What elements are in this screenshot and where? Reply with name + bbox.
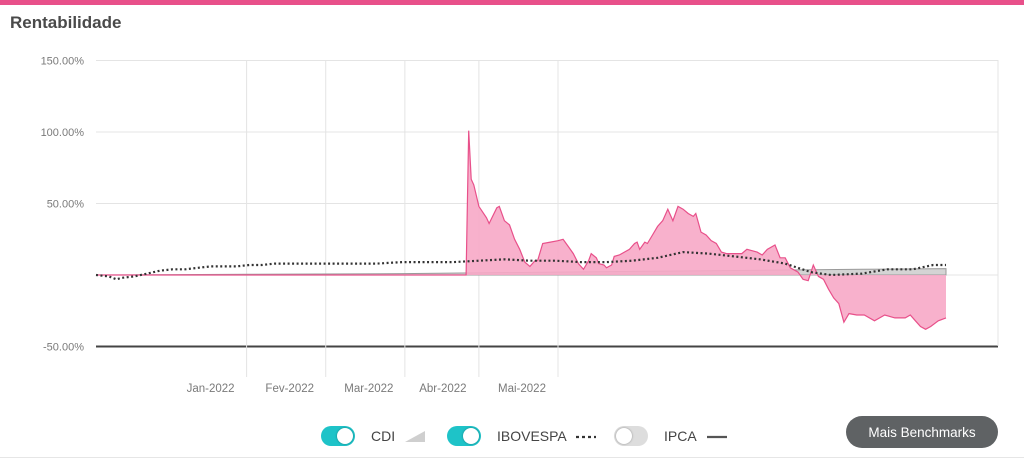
ipca-toggle[interactable] <box>614 426 648 446</box>
legend-item-cdi[interactable]: CDI <box>321 420 427 452</box>
legend-item-ipca[interactable]: IPCA <box>614 420 729 452</box>
x-tick-label: Jan-2022 <box>187 383 235 395</box>
toggle-knob <box>463 428 479 444</box>
top-accent-bar <box>0 0 1024 5</box>
solid-line-icon <box>706 435 727 439</box>
y-tick-label: -50.00% <box>43 342 84 354</box>
legend-label-ibovespa: IBOVESPA <box>497 428 567 444</box>
portfolio-series <box>96 130 947 330</box>
portfolio-line <box>96 130 947 330</box>
x-tick-label: Mai-2022 <box>498 383 546 395</box>
y-tick-label: 150.00% <box>41 56 85 68</box>
area-icon <box>405 431 426 442</box>
legend: CDI IBOVESPA IPCA <box>0 420 1024 452</box>
cdi-toggle[interactable] <box>321 426 355 446</box>
bottom-divider <box>0 457 1024 458</box>
x-tick-label: Mar-2022 <box>344 383 393 395</box>
ibovespa-series <box>95 250 946 281</box>
y-tick-label: 100.00% <box>41 127 85 139</box>
more-benchmarks-button[interactable]: Mais Benchmarks <box>846 416 998 448</box>
portfolio-area <box>96 130 946 330</box>
page-title: Rentabilidade <box>10 13 122 32</box>
chart-grid <box>96 60 999 377</box>
y-axis-ticks: 150.00% 100.00% 50.00% -50.00% <box>41 56 85 354</box>
x-tick-label: Abr-2022 <box>419 383 466 395</box>
dotted-line-icon <box>575 435 596 439</box>
x-tick-label: Fev-2022 <box>265 383 314 395</box>
toggle-knob <box>337 428 353 444</box>
legend-label-ipca: IPCA <box>664 428 697 444</box>
legend-label-cdi: CDI <box>371 428 396 444</box>
ibovespa-toggle[interactable] <box>447 426 481 446</box>
legend-item-ibovespa[interactable]: IBOVESPA <box>447 420 597 452</box>
toggle-knob <box>616 428 632 444</box>
ibovespa-line <box>95 250 946 281</box>
x-axis-ticks: Jan-2022 Fev-2022 Mar-2022 Abr-2022 Mai-2022 <box>187 383 546 395</box>
returns-chart: 150.00% 100.00% 50.00% -50.00% Jan-2022 Fev-… <box>41 56 999 395</box>
y-tick-label: 50.00% <box>47 199 85 211</box>
